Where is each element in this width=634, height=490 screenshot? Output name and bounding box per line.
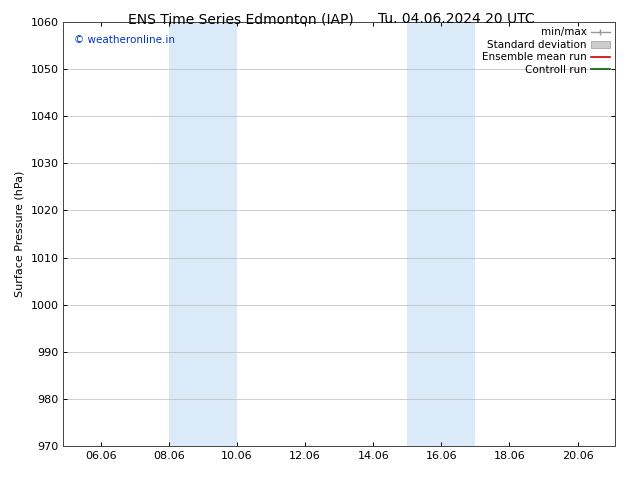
Bar — [407, 22, 476, 446]
Bar — [169, 22, 237, 446]
Legend: min/max, Standard deviation, Ensemble mean run, Controll run: min/max, Standard deviation, Ensemble me… — [480, 25, 612, 77]
Text: ENS Time Series Edmonton (IAP): ENS Time Series Edmonton (IAP) — [128, 12, 354, 26]
Y-axis label: Surface Pressure (hPa): Surface Pressure (hPa) — [15, 171, 25, 297]
Text: © weatheronline.in: © weatheronline.in — [74, 35, 176, 45]
Text: Tu. 04.06.2024 20 UTC: Tu. 04.06.2024 20 UTC — [378, 12, 535, 26]
